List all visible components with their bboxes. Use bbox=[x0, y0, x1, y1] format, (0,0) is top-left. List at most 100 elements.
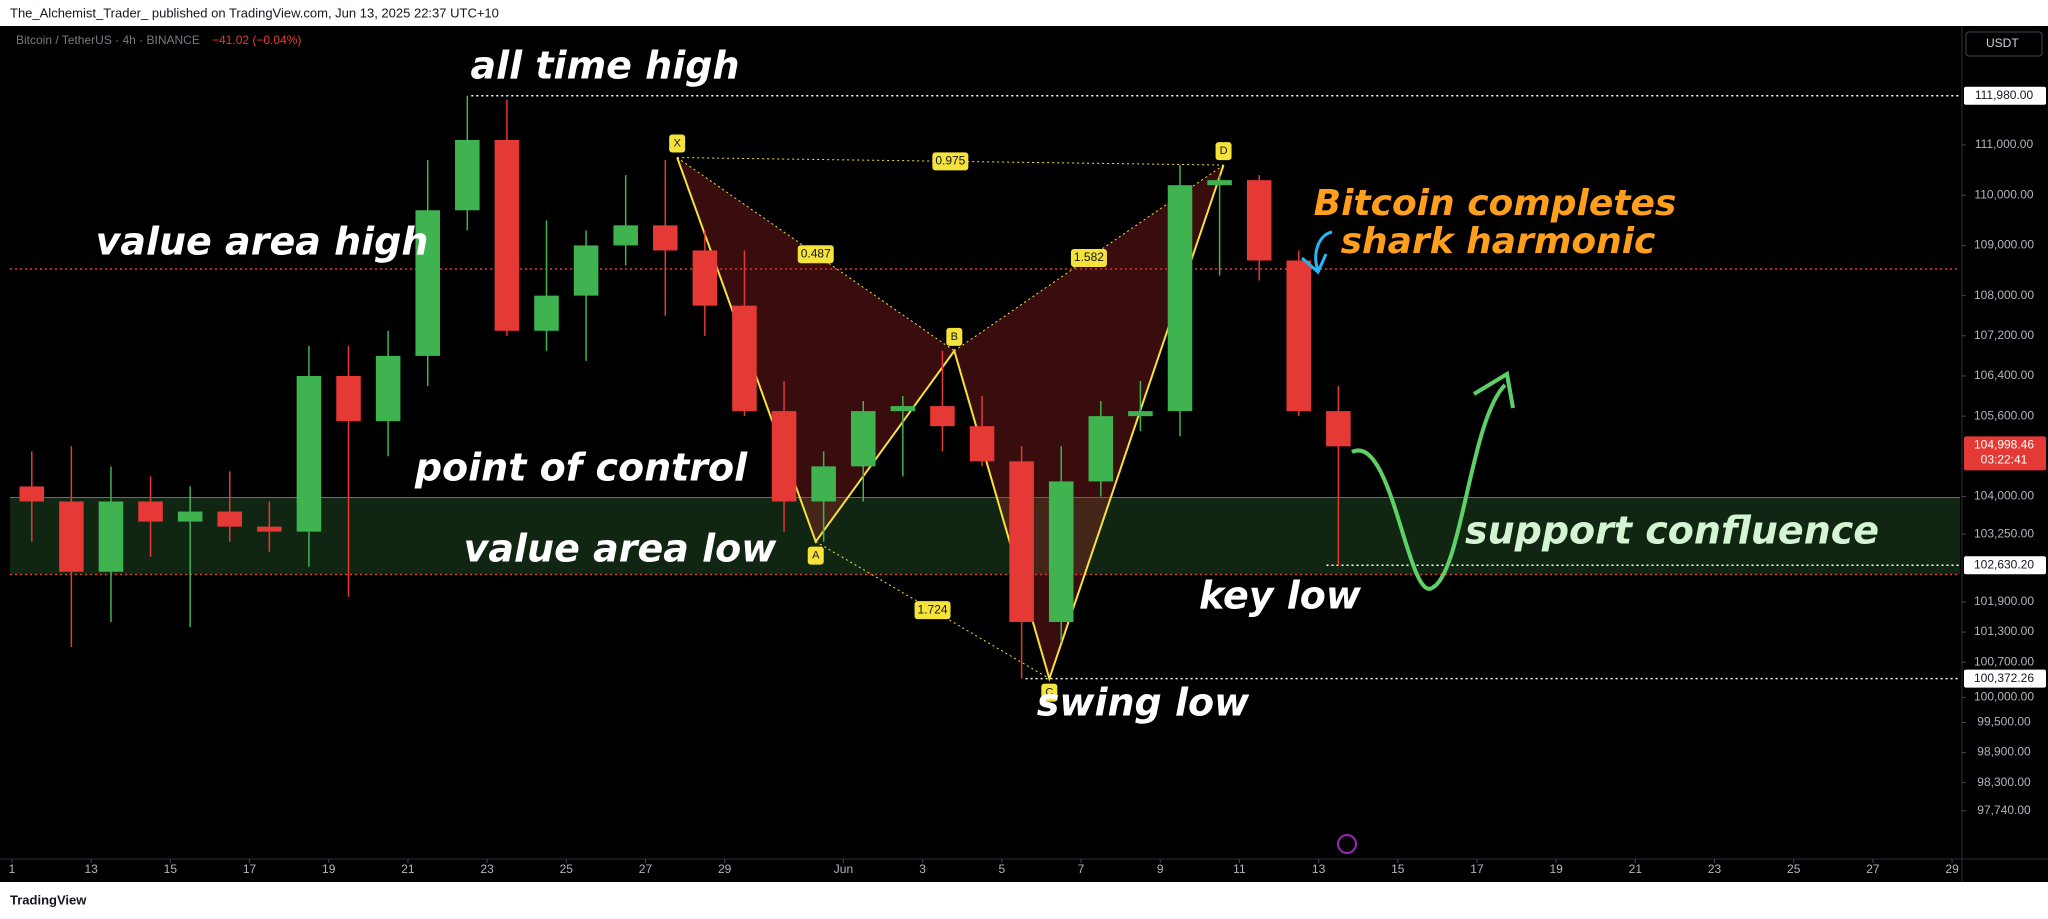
x-tick-label: 9 bbox=[1157, 862, 1164, 876]
x-tick-label: 21 bbox=[401, 862, 415, 876]
last-price-box bbox=[1964, 436, 2046, 471]
x-tick-label: 7 bbox=[1078, 862, 1085, 876]
change: −41.02 (−0.04%) bbox=[212, 33, 301, 47]
point-box bbox=[669, 134, 686, 153]
annotation: key low bbox=[1199, 574, 1362, 618]
candle-body bbox=[59, 501, 84, 572]
candle-body bbox=[19, 486, 45, 502]
price-label: 100,372.26 bbox=[1974, 671, 2034, 685]
x-tick-label: 27 bbox=[639, 862, 653, 876]
publisher: The_Alchemist_Trader_ published on Tradi… bbox=[10, 5, 499, 20]
point-box bbox=[1215, 142, 1232, 161]
y-tick-label: 98,300.00 bbox=[1977, 775, 2031, 789]
projection-arrowhead bbox=[1472, 370, 1515, 409]
x-tick-label: 13 bbox=[84, 862, 98, 876]
x-tick-label: 13 bbox=[1312, 862, 1326, 876]
y-tick-label: 97,740.00 bbox=[1977, 803, 2031, 817]
y-tick-label: 101,300.00 bbox=[1974, 624, 2034, 638]
price-label-box bbox=[1964, 86, 2046, 105]
annotation: support confluence bbox=[1465, 509, 1879, 553]
candle-body bbox=[1246, 180, 1272, 261]
candle-body bbox=[692, 250, 718, 306]
ratio-label: 1.582 bbox=[1074, 250, 1104, 264]
point-box bbox=[946, 327, 963, 346]
price-label: 111,980.00 bbox=[1975, 88, 2034, 102]
candle-body bbox=[455, 139, 480, 211]
candle-body bbox=[969, 426, 995, 462]
candle-body bbox=[732, 305, 757, 412]
candle-body bbox=[494, 139, 520, 331]
y-tick-label: 107,200.00 bbox=[1974, 328, 2034, 342]
candle-body bbox=[375, 355, 401, 422]
candle-body bbox=[850, 411, 876, 467]
brand: TradingView bbox=[10, 892, 87, 907]
x-tick-label: 17 bbox=[1470, 862, 1484, 876]
candle-body bbox=[336, 375, 361, 422]
annotation: shark harmonic bbox=[1341, 221, 1656, 262]
y-tick-label: 101,900.00 bbox=[1974, 594, 2034, 608]
candle-body bbox=[177, 511, 203, 522]
candle-body bbox=[534, 295, 559, 331]
candle-body bbox=[890, 406, 916, 412]
candle-body bbox=[217, 511, 243, 527]
annotation: value area high bbox=[96, 220, 429, 264]
y-tick-label: 100,000.00 bbox=[1974, 689, 2034, 703]
candle-body bbox=[1167, 185, 1193, 412]
annotation: Bitcoin completes bbox=[1314, 183, 1677, 224]
point-label: D bbox=[1220, 145, 1228, 157]
price-label-box bbox=[1964, 556, 2046, 575]
candle-body bbox=[811, 466, 836, 502]
ratio-box bbox=[932, 152, 969, 171]
currency-box[interactable] bbox=[1965, 31, 2043, 57]
y-tick-label: 109,000.00 bbox=[1974, 238, 2034, 252]
candle-body bbox=[415, 210, 440, 356]
support-zone bbox=[10, 497, 1960, 575]
x-tick-label: 23 bbox=[1708, 862, 1722, 876]
y-tick-label: 100,700.00 bbox=[1974, 654, 2034, 668]
candle-body bbox=[573, 245, 599, 296]
candle-body bbox=[930, 406, 955, 427]
x-tick-label: Jun bbox=[834, 862, 853, 876]
x-tick-label: 5 bbox=[998, 862, 1005, 876]
candle-body bbox=[1009, 461, 1034, 623]
ratio-line bbox=[677, 157, 1224, 166]
ratio-label: 0.975 bbox=[935, 153, 965, 167]
candle-body bbox=[257, 526, 282, 532]
x-tick-label: 3 bbox=[919, 862, 926, 876]
y-tick-label: 105,600.00 bbox=[1974, 408, 2034, 422]
x-tick-label: 29 bbox=[1945, 862, 1959, 876]
candle-body bbox=[98, 501, 124, 572]
candle-body bbox=[1088, 416, 1114, 482]
ratio-line bbox=[676, 157, 955, 352]
x-tick-label: 11 bbox=[1233, 862, 1246, 876]
candle-body bbox=[653, 225, 678, 251]
ratio-box bbox=[797, 245, 834, 264]
candle-body bbox=[1207, 180, 1232, 186]
point-label: C bbox=[1045, 687, 1053, 699]
candle-body bbox=[613, 225, 638, 246]
ratio-label: 0.487 bbox=[801, 246, 831, 260]
alert-icon[interactable] bbox=[1337, 834, 1357, 854]
currency[interactable]: USDT bbox=[1986, 36, 2019, 50]
ratio-label: 1.724 bbox=[918, 602, 948, 616]
ratio-box bbox=[1070, 248, 1107, 267]
y-tick-label: 108,000.00 bbox=[1974, 288, 2034, 302]
projection-arrow bbox=[1351, 383, 1507, 591]
price-label: 102,630.20 bbox=[1974, 557, 2034, 571]
candle-body bbox=[296, 375, 322, 532]
ratio-box bbox=[914, 601, 951, 620]
x-tick-label: 19 bbox=[1549, 862, 1563, 876]
annotation: all time high bbox=[470, 44, 739, 88]
x-tick-label: 25 bbox=[560, 862, 574, 876]
candle-body bbox=[1128, 411, 1153, 417]
y-tick-label: 111,000.00 bbox=[1975, 137, 2034, 151]
candle-body bbox=[771, 411, 797, 502]
point-label: B bbox=[951, 331, 958, 343]
y-tick-label: 99,500.00 bbox=[1977, 715, 2031, 729]
x-tick-label: 25 bbox=[1787, 862, 1801, 876]
x-tick-label: 27 bbox=[1866, 862, 1880, 876]
point-box bbox=[1041, 683, 1058, 702]
